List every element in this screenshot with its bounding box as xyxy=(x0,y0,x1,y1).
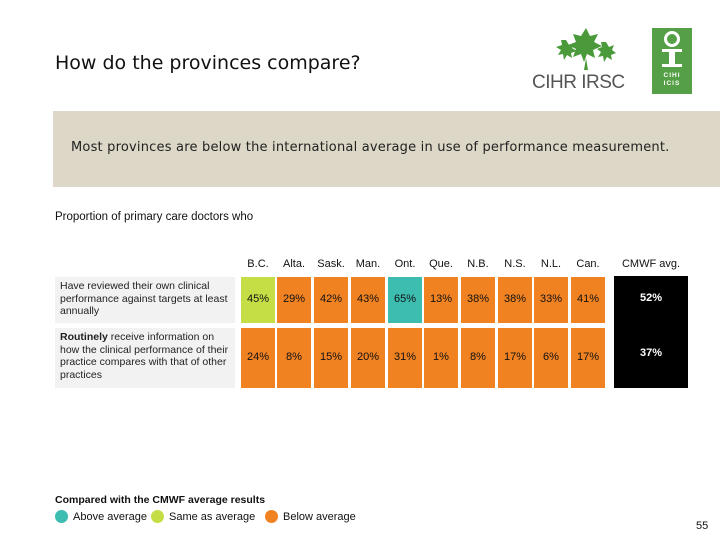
legend-title: Compared with the CMWF average results xyxy=(55,494,266,506)
legend-below: Below average xyxy=(265,510,356,523)
table-cell-value: 13% xyxy=(429,293,453,305)
legend-below-swatch xyxy=(265,510,278,523)
table-cell-value: 38% xyxy=(466,293,490,305)
table-cell-value: 42% xyxy=(319,293,343,305)
table-cell-value: 31% xyxy=(393,351,417,363)
table-cell-value: 45% xyxy=(246,293,270,305)
row-label-2: Routinely receive information on how the… xyxy=(55,328,235,388)
column-header: N.S. xyxy=(504,258,526,270)
row-label-2-bold: Routinely xyxy=(60,331,108,343)
table-cell-value: 17% xyxy=(576,351,600,363)
maple-leaves-icon xyxy=(556,28,616,70)
row-label-2-text: receive information on how the clinical … xyxy=(60,331,229,381)
table-cell: 42% xyxy=(314,277,348,323)
page-number: 55 xyxy=(696,520,709,532)
table-cell: 52% xyxy=(614,276,688,327)
key-message-text: Most provinces are below the internation… xyxy=(71,140,670,155)
legend-same: Same as average xyxy=(151,510,255,523)
column-header: B.C. xyxy=(247,258,269,270)
cihr-logo-text: CIHR IRSC xyxy=(532,72,625,93)
column-header: Man. xyxy=(355,258,381,270)
table-cell-value: 6% xyxy=(543,351,559,363)
table-cell-value: 65% xyxy=(393,293,417,305)
table-cell: 45% xyxy=(241,277,275,323)
table-cell: 41% xyxy=(571,277,605,323)
table-cell-value: 29% xyxy=(282,293,306,305)
table-cell: 37% xyxy=(614,324,688,388)
cihi-i-icon xyxy=(662,31,682,67)
legend-above-swatch xyxy=(55,510,68,523)
table-cell: 38% xyxy=(498,277,532,323)
column-header: CMWF avg. xyxy=(621,258,681,270)
cihi-logo-letters: CIHI ICIS xyxy=(663,72,681,87)
table-cell-value: 15% xyxy=(319,351,343,363)
column-header: Alta. xyxy=(282,258,305,270)
row-label-1: Have reviewed their own clinical perform… xyxy=(55,277,235,323)
row-label-1-text: Have reviewed their own clinical perform… xyxy=(60,280,228,317)
table-cell: 33% xyxy=(534,277,568,323)
legend-same-swatch xyxy=(151,510,164,523)
page-title: How do the provinces compare? xyxy=(55,52,361,74)
table-cell: 8% xyxy=(277,328,311,388)
column-header: Can. xyxy=(576,258,600,270)
table-cell-value: 41% xyxy=(576,293,600,305)
table-cell-value: 43% xyxy=(356,293,380,305)
table-cell: 20% xyxy=(351,328,385,388)
table-cell-value: 24% xyxy=(246,351,270,363)
table-cell-value: 52% xyxy=(639,292,663,304)
table-cell: 17% xyxy=(571,328,605,388)
table-cell-value: 8% xyxy=(470,351,486,363)
legend-above-label: Above average xyxy=(73,510,147,523)
table-cell-value: 38% xyxy=(503,293,527,305)
table-subtitle: Proportion of primary care doctors who xyxy=(55,211,254,223)
table-cell-value: 17% xyxy=(503,351,527,363)
table-cell: 65% xyxy=(388,277,422,323)
cihi-logo: CIHI ICIS xyxy=(652,28,692,94)
table-cell: 8% xyxy=(461,328,495,388)
column-header: N.B. xyxy=(467,258,489,270)
legend-below-label: Below average xyxy=(283,510,356,523)
key-message-banner: Most provinces are below the internation… xyxy=(53,111,720,187)
column-header: Sask. xyxy=(317,258,345,270)
legend-same-label: Same as average xyxy=(169,510,256,523)
table-cell: 24% xyxy=(241,328,275,388)
table-cell-value: 20% xyxy=(356,351,380,363)
legend-above: Above average xyxy=(55,510,147,523)
table-cell: 29% xyxy=(277,277,311,323)
table-cell: 15% xyxy=(314,328,348,388)
column-header: N.L. xyxy=(540,258,562,270)
cihr-logo: CIHR IRSC xyxy=(532,26,632,96)
table-cell: 17% xyxy=(498,328,532,388)
table-cell: 13% xyxy=(424,277,458,323)
table-cell: 1% xyxy=(424,328,458,388)
table-cell: 38% xyxy=(461,277,495,323)
table-cell-value: 37% xyxy=(639,347,663,359)
table-cell: 43% xyxy=(351,277,385,323)
table-cell-value: 1% xyxy=(433,351,449,363)
table-cell: 31% xyxy=(388,328,422,388)
table-cell: 6% xyxy=(534,328,568,388)
column-header: Ont. xyxy=(394,258,416,270)
table-cell-value: 8% xyxy=(286,351,302,363)
column-header: Que. xyxy=(429,258,453,270)
table-cell-value: 33% xyxy=(539,293,563,305)
